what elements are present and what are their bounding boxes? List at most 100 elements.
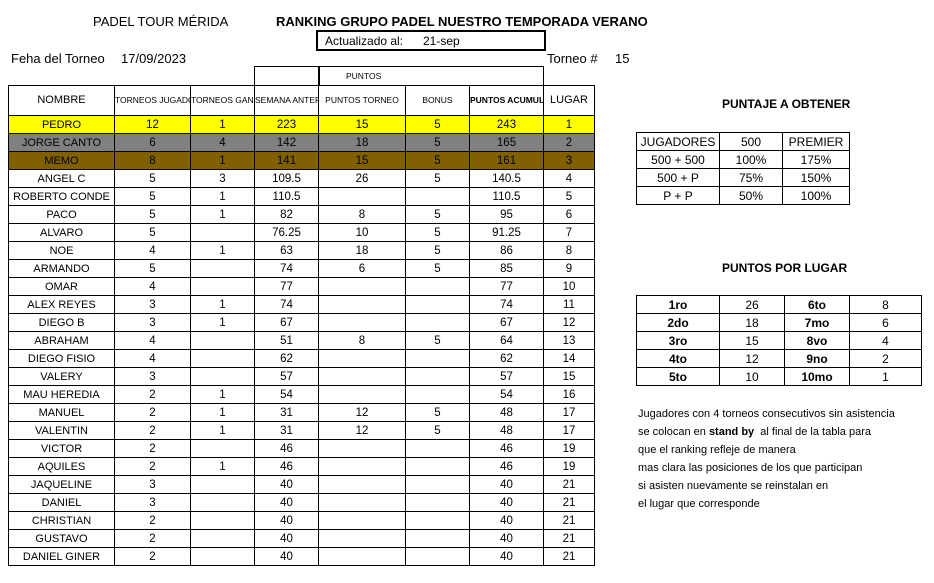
table-cell: 4 [543,169,595,188]
table-cell: 8vo [784,331,850,350]
player-name: GUSTAVO [8,529,115,548]
table-cell: 15 [543,367,595,386]
table-cell: 3 [114,475,191,494]
table-cell: 40 [469,547,544,566]
table-cell [318,457,406,476]
table-cell [190,367,255,386]
table-row: PEDRO 12 1 223 15 5 243 1 [8,115,595,134]
table-cell: 7mo [784,313,850,332]
table-row: 2do 18 7mo 6 [636,313,922,332]
table-cell: 40 [254,547,319,566]
table-cell: 500 + 500 [636,150,720,169]
table-cell: 15 [318,115,406,134]
table-cell: 1 [190,241,255,260]
table-cell: 2 [114,439,191,458]
table-cell: 17 [543,421,595,440]
table-cell [318,349,406,368]
table-cell: 15 [719,331,785,350]
table-cell: 5 [114,205,191,224]
table-cell: 5 [405,331,470,350]
table-cell [318,511,406,530]
table-cell: 13 [543,331,595,350]
table-cell: 5 [405,151,470,170]
table-cell: 40 [469,475,544,494]
table-cell: 100% [719,150,783,169]
table-cell: 8 [849,295,922,314]
table-cell: 5to [636,367,720,386]
table-cell: 12 [318,403,406,422]
table-cell [318,529,406,548]
table-cell: 2 [114,547,191,566]
page-title: RANKING GRUPO PADEL NUESTRO TEMPORADA VE… [276,14,648,29]
player-name: ALEX REYES [8,295,115,314]
table-cell: 1 [190,403,255,422]
table-cell: 2 [114,403,191,422]
player-name: JORGE CANTO [8,133,115,152]
table-cell: 14 [543,349,595,368]
table-cell [318,367,406,386]
table-row: VALERY 3 57 57 15 [8,367,595,386]
table-row: DANIEL GINER 2 40 40 21 [8,547,595,566]
table-cell [190,439,255,458]
column-header: PUNTOS ACUMULADOS [469,85,544,116]
table-cell [318,475,406,494]
table-row: ROBERTO CONDE 5 1 110.5 110.5 5 [8,187,595,206]
table-cell: 54 [469,385,544,404]
table-cell [190,331,255,350]
table-cell: 74 [254,295,319,314]
table-cell: 8 [114,151,191,170]
table-cell: 9 [543,259,595,278]
player-name: VALERY [8,367,115,386]
player-name: DIEGO B [8,313,115,332]
table-cell [190,529,255,548]
player-name: VALENTIN [8,421,115,440]
updated-label: Actualizado al: [325,34,404,48]
table-cell: 64 [469,331,544,350]
table-row: 500 + 500 100% 175% [636,150,850,169]
semana-group-box [254,66,320,86]
table-row: ALVARO 5 76.25 10 5 91.25 7 [8,223,595,242]
updated-value: 21-sep [423,34,460,48]
standby-note: Jugadores con 4 torneos consecutivos sin… [638,405,895,513]
table-cell: 50% [719,186,783,205]
table-cell: 1 [190,295,255,314]
table-cell: 109.5 [254,169,319,188]
player-name: ARMANDO [8,259,115,278]
table-cell: 142 [254,133,319,152]
puntaje-title: PUNTAJE A OBTENER [722,97,851,111]
column-header: PUNTOS TORNEO [318,85,406,116]
table-cell: 40 [254,529,319,548]
table-cell: 67 [469,313,544,332]
table-cell: 82 [254,205,319,224]
torneo-label: Torneo # [547,51,598,66]
table-cell: JUGADORES [636,132,720,151]
table-cell [190,547,255,566]
table-cell: 5 [405,169,470,188]
table-cell: 40 [254,493,319,512]
updated-box: Actualizado al: 21-sep [316,30,546,51]
table-cell: 3 [543,151,595,170]
table-cell: 2 [114,511,191,530]
table-row: AQUILES 2 1 46 46 19 [8,457,595,476]
table-cell: 11 [543,295,595,314]
table-cell: 1 [849,367,922,386]
table-cell: 5 [114,259,191,278]
table-cell: 1 [190,385,255,404]
table-cell: 2 [114,385,191,404]
table-cell: 500 [719,132,783,151]
table-cell: 1 [190,313,255,332]
table-cell: 31 [254,403,319,422]
table-cell [405,493,470,512]
table-cell [405,529,470,548]
table-cell: 57 [469,367,544,386]
table-cell [405,349,470,368]
puntos-group-header: PUNTOS [318,66,544,85]
note-line: que el ranking refleje de manera [638,444,796,456]
table-cell: 48 [469,421,544,440]
table-cell: 46 [254,439,319,458]
table-cell: 8 [318,205,406,224]
table-row: ABRAHAM 4 51 8 5 64 13 [8,331,595,350]
table-cell: 150% [782,168,850,187]
note-line: se colocan en stand by al final de la ta… [638,423,895,441]
table-cell: 6 [114,133,191,152]
